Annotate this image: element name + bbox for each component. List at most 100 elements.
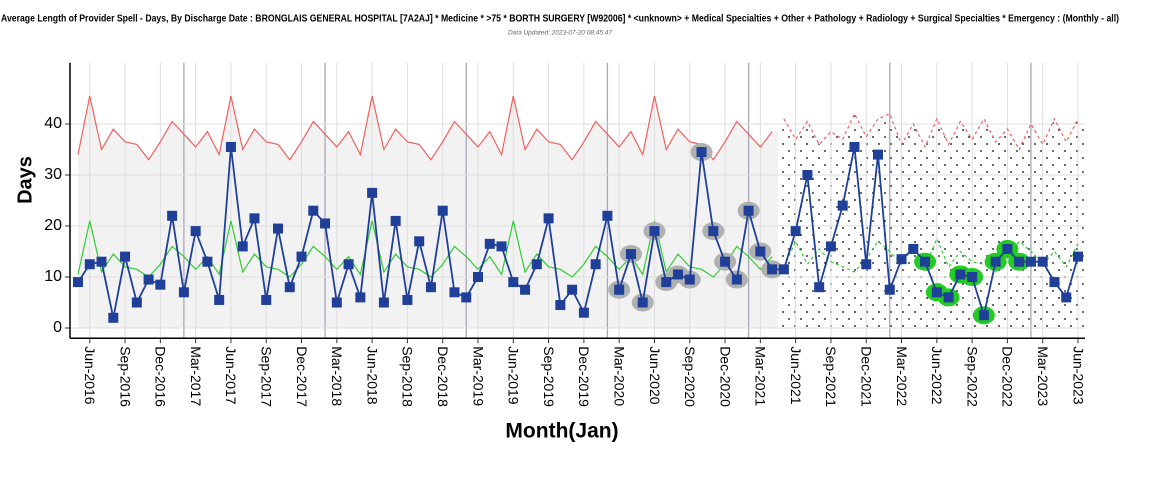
data-point <box>378 297 389 308</box>
data-point <box>96 256 107 267</box>
data-point <box>225 141 236 152</box>
limit-area <box>78 95 778 328</box>
data-point <box>1049 277 1060 288</box>
data-point <box>214 294 225 305</box>
data-point <box>520 284 531 295</box>
data-point <box>202 256 213 267</box>
data-point <box>84 259 95 270</box>
x-tick-label: Jun-2017 <box>223 346 239 405</box>
data-point <box>190 226 201 237</box>
x-tick-label: Sep-2017 <box>259 346 275 407</box>
data-point <box>790 226 801 237</box>
x-tick-label: Mar-2018 <box>329 346 345 406</box>
data-point <box>449 287 460 298</box>
data-point <box>778 264 789 275</box>
x-tick-label: Sep-2019 <box>541 346 557 407</box>
data-point <box>590 259 601 270</box>
data-point <box>649 226 660 237</box>
data-point <box>567 284 578 295</box>
data-point <box>978 310 989 321</box>
chart-title: Average Length of Provider Spell - Days,… <box>1 14 1119 25</box>
x-tick-label: Mar-2020 <box>611 346 627 406</box>
data-point <box>343 259 354 270</box>
data-point <box>720 256 731 267</box>
data-point <box>1037 256 1048 267</box>
data-point <box>661 277 672 288</box>
data-point <box>308 205 319 216</box>
data-point <box>625 249 636 260</box>
data-point <box>955 269 966 280</box>
x-tick-label: Sep-2022 <box>964 346 980 407</box>
x-tick-label: Dec-2021 <box>859 346 875 407</box>
data-point <box>884 284 895 295</box>
data-point <box>578 307 589 318</box>
x-tick-label: Dec-2022 <box>1000 346 1016 407</box>
data-point <box>437 205 448 216</box>
data-point <box>861 259 872 270</box>
data-point <box>508 277 519 288</box>
data-point <box>402 294 413 305</box>
x-tick-label: Jun-2019 <box>506 346 522 405</box>
data-point <box>731 274 742 285</box>
data-point <box>920 256 931 267</box>
data-point <box>1025 256 1036 267</box>
x-tick-label: Jun-2016 <box>82 346 98 405</box>
data-point <box>73 277 83 288</box>
data-point <box>908 243 919 254</box>
data-point <box>873 149 883 160</box>
x-tick-label: Mar-2022 <box>894 346 910 406</box>
data-point <box>602 210 613 221</box>
data-point <box>755 246 766 257</box>
data-point <box>1061 292 1072 303</box>
data-point <box>555 300 566 311</box>
data-point <box>673 269 683 280</box>
data-point <box>708 226 719 237</box>
data-point <box>331 297 342 308</box>
x-tick-label: Mar-2017 <box>188 346 204 406</box>
data-point <box>531 259 542 270</box>
data-point <box>484 238 495 249</box>
data-point <box>637 297 648 308</box>
data-point <box>1073 251 1083 262</box>
x-tick-label: Dec-2020 <box>717 346 733 407</box>
data-point <box>931 287 942 298</box>
x-tick-label: Dec-2016 <box>153 346 169 407</box>
data-point <box>414 236 425 247</box>
x-tick-label: Dec-2018 <box>435 346 451 407</box>
x-axis-title: Month(Jan) <box>505 420 618 443</box>
x-tick-label: Sep-2016 <box>117 346 133 407</box>
data-point <box>120 251 131 262</box>
y-tick-label: 40 <box>44 115 62 132</box>
data-point <box>155 279 166 290</box>
data-point <box>390 215 401 226</box>
x-tick-label: Jun-2018 <box>364 346 380 405</box>
y-axis-title: Days <box>14 156 36 204</box>
data-point <box>367 187 378 198</box>
data-point <box>1002 243 1013 254</box>
data-point <box>802 170 813 180</box>
x-tick-label: Sep-2020 <box>682 346 698 407</box>
data-point <box>943 292 954 303</box>
x-tick-label: Mar-2023 <box>1035 346 1051 406</box>
x-tick-label: Dec-2017 <box>294 346 310 407</box>
data-point <box>543 213 554 224</box>
x-tick-label: Jun-2022 <box>929 346 945 405</box>
data-point <box>837 200 848 211</box>
data-point <box>1014 256 1025 267</box>
data-point <box>767 264 778 275</box>
data-point <box>261 294 272 305</box>
data-point <box>273 223 283 234</box>
data-point <box>849 141 860 152</box>
y-tick-label: 0 <box>53 319 62 336</box>
y-tick-label: 20 <box>44 217 62 234</box>
data-point <box>990 256 1001 267</box>
x-tick-label: Jun-2021 <box>788 346 804 405</box>
data-point <box>284 282 295 293</box>
data-point <box>684 274 695 285</box>
data-point <box>814 282 825 293</box>
data-point <box>355 292 366 303</box>
y-tick-label: 30 <box>44 166 62 183</box>
data-point <box>178 287 189 298</box>
data-point <box>614 284 625 295</box>
x-tick-label: Sep-2018 <box>400 346 416 407</box>
